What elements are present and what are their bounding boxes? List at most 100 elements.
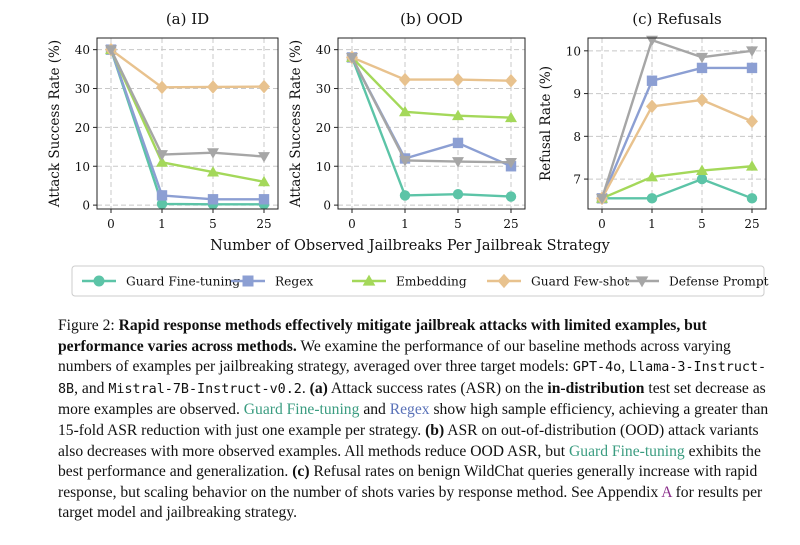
series-line-defense-prompt [350, 56, 512, 164]
y-tick-label: 40 [316, 43, 331, 57]
series-line-guard-few-shot [351, 56, 512, 82]
data-point-defense-prompt [105, 45, 117, 56]
data-point-regex [207, 194, 219, 205]
data-point-guard-fine-tuning [646, 193, 658, 204]
y-tick-label: 8 [573, 130, 581, 144]
data-point-defense-prompt [452, 157, 464, 168]
caption-text: and [363, 401, 386, 419]
caption-method-guard-fine-tuning: Guard Fine-tuning [569, 442, 685, 460]
x-tick-label: 0 [107, 217, 115, 231]
caption-text: show high sample efficiency, achieving a… [58, 401, 769, 439]
data-point-guard-fine-tuning [696, 173, 708, 185]
legend-marker-guard-few-shot [497, 273, 511, 289]
x-tick-label: 0 [598, 217, 606, 231]
y-tick-label: 0 [323, 199, 331, 213]
legend-marker-guard-fine-tuning [93, 275, 105, 287]
legend-label-regex: Regex [275, 275, 313, 289]
data-point-guard-few-shot [399, 72, 411, 87]
caption-panel-label: (b) [425, 421, 445, 439]
data-point-regex [258, 194, 270, 205]
data-point-guard-fine-tuning [505, 191, 517, 202]
data-point-guard-fine-tuning [399, 190, 411, 201]
caption-text: , and [74, 379, 105, 397]
series-line-regex [109, 49, 264, 201]
data-point-embedding [399, 105, 411, 117]
legend-frame [71, 265, 765, 297]
caption-text: . [301, 379, 306, 397]
data-point-guard-few-shot [258, 79, 270, 94]
x-tick-label: 0 [348, 217, 356, 231]
data-point-embedding [505, 111, 517, 123]
caption-text: We examine the performance of our baseli… [58, 337, 731, 376]
shared-x-axis-label: Number of Observed Jailbreaks Per Jailbr… [210, 238, 611, 254]
y-axis-label: Attack Success Rate (%) [47, 40, 63, 208]
series-line-embedding [109, 49, 265, 183]
series-line-embedding [601, 165, 753, 200]
caption-model-name: Mistral-7B-Instruct-v0.2 [108, 381, 302, 397]
caption-text: , [621, 358, 626, 376]
chart-a-id: 0 10 20 30 40 0 1 5 25 (a) ID Attack Success Rate … [47, 10, 279, 231]
data-point-embedding [646, 170, 658, 182]
x-tick-label: 1 [401, 217, 409, 231]
legend-item-embedding: Embedding [352, 275, 467, 289]
x-tick-label: 1 [158, 217, 166, 231]
data-point-regex [746, 62, 758, 74]
legend-item-guard-fine-tuning: Guard Fine-tuning [82, 275, 240, 289]
y-axis-label: Refusal Rate (%) [538, 66, 554, 181]
caption-text: ASR on out-of-distribution (OOD) attack … [58, 421, 759, 460]
series-line-embedding [351, 56, 512, 119]
data-point-guard-fine-tuning [746, 193, 758, 204]
data-point-embedding [258, 175, 270, 187]
y-tick-label: 10 [566, 44, 581, 58]
data-point-guard-fine-tuning [452, 189, 464, 200]
chart-b-ood: 0 10 20 30 40 0 1 5 25 (b) OOD Attack Success Rate… [288, 10, 526, 231]
data-point-regex [646, 75, 658, 86]
legend-marker-regex [242, 275, 254, 287]
data-point-embedding [696, 164, 708, 175]
chart-title: (b) OOD [400, 10, 463, 28]
data-point-guard-few-shot [156, 80, 168, 95]
series-line-guard-fine-tuning [602, 177, 753, 200]
caption-text: Refusal rates on benign WildChat queries… [58, 463, 758, 501]
chart-title: (a) ID [166, 10, 209, 28]
data-point-guard-few-shot [646, 99, 658, 114]
caption-text: Attack success rates (ASR) on the [330, 379, 544, 397]
x-tick-label: 5 [209, 217, 217, 231]
caption-appendix-link[interactable]: A [661, 483, 672, 501]
data-point-defense-prompt [346, 53, 358, 64]
data-point-guard-few-shot [696, 93, 708, 107]
y-tick-label: 30 [316, 82, 331, 96]
legend: Guard Fine-tuning Regex Embedding Guard Few… [71, 265, 769, 297]
data-point-regex [452, 137, 464, 149]
y-tick-label: 10 [316, 160, 331, 174]
caption-panel-label: (c) [292, 463, 310, 481]
data-point-embedding [746, 160, 758, 171]
data-point-guard-few-shot [452, 72, 464, 87]
legend-label-guard-few-shot: Guard Few-shot [531, 275, 629, 289]
caption-bold-title: Rapid response methods effectively mitig… [58, 317, 707, 355]
y-tick-label: 7 [573, 173, 581, 187]
caption-method-guard-fine-tuning: Guard Fine-tuning [243, 401, 360, 419]
x-tick-label: 25 [744, 217, 759, 231]
legend-label-guard-fine-tuning: Guard Fine-tuning [126, 275, 240, 289]
data-point-guard-fine-tuning [156, 198, 168, 210]
caption-figure-label: Figure 2: [58, 317, 115, 334]
y-tick-label: 9 [573, 87, 581, 101]
caption-bold-term: in-distribution [547, 379, 645, 397]
plot-frame [96, 37, 279, 210]
figure-caption: Figure 2: Rapid response methods effecti… [58, 316, 770, 524]
legend-label-embedding: Embedding [396, 275, 467, 289]
data-point-defense-prompt [258, 152, 270, 163]
x-tick-label: 25 [256, 217, 271, 231]
y-tick-label: 10 [75, 160, 90, 174]
chart-title: (c) Refusals [632, 10, 721, 28]
series-line-regex [600, 66, 752, 199]
y-tick-label: 40 [75, 43, 90, 57]
caption-text: test set decrease as more examples are o… [58, 379, 766, 419]
plot-frame [587, 37, 767, 210]
data-point-defense-prompt [505, 157, 517, 169]
series-line-guard-few-shot [600, 98, 753, 199]
data-point-regex [696, 62, 708, 74]
